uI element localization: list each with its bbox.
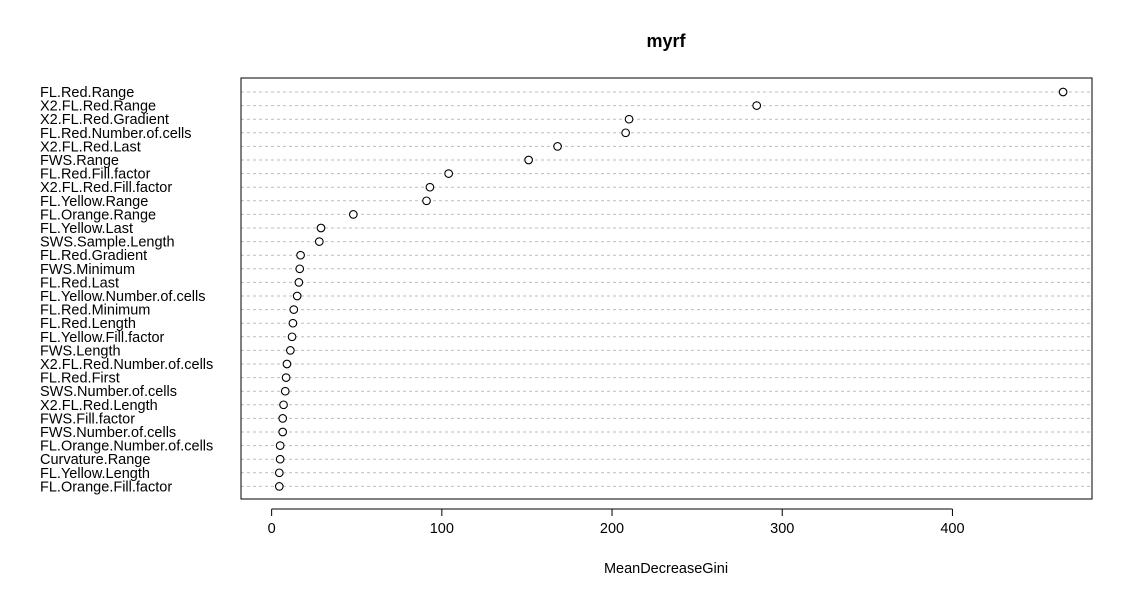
y-tick-label: Curvature.Range	[40, 452, 150, 468]
data-point	[294, 278, 304, 287]
data-point	[296, 250, 305, 260]
y-tick-label: FWS.Number.of.cells	[40, 425, 176, 441]
data-point	[278, 414, 288, 423]
x-tick-label: 0	[268, 521, 276, 537]
y-tick-label: FL.Orange.Fill.factor	[40, 479, 172, 495]
y-tick-label: FL.Orange.Number.of.cells	[40, 439, 213, 455]
y-tick-label: FWS.Fill.factor	[40, 411, 135, 427]
y-tick-label: X2.FL.Red.Number.of.cells	[40, 357, 213, 373]
x-tick-label: 100	[430, 521, 454, 537]
y-tick-label: FWS.Minimum	[40, 262, 135, 278]
guide-lines	[241, 91, 1092, 487]
y-tick-label: X2.FL.Red.Last	[40, 139, 141, 155]
y-tick-label: FL.Red.First	[40, 371, 120, 387]
data-point	[280, 386, 290, 396]
y-tick-label: X2.FL.Red.Fill.factor	[40, 180, 172, 196]
data-point	[292, 291, 302, 301]
y-tick-label: FL.Red.Last	[40, 275, 119, 291]
data-point	[289, 305, 299, 314]
data-point	[275, 441, 285, 450]
data-point	[425, 182, 435, 192]
x-axis-label: MeanDecreaseGini	[604, 561, 728, 577]
data-point	[553, 142, 562, 151]
y-tick-label: FL.Yellow.Number.of.cells	[40, 289, 206, 305]
y-tick-label: FL.Yellow.Range	[40, 194, 148, 210]
y-tick-label: FL.Yellow.Length	[40, 466, 150, 482]
data-point	[274, 482, 284, 491]
x-axis: 0 100 200 300 400	[268, 508, 965, 537]
chart-title: myrf	[646, 31, 686, 51]
y-tick-label: SWS.Number.of.cells	[40, 384, 177, 400]
data-point	[288, 318, 298, 328]
y-tick-label: FL.Red.Gradient	[40, 248, 147, 264]
y-axis-labels: FL.Red.RangeX2.FL.Red.RangeX2.FL.Red.Gra…	[40, 85, 213, 495]
plot-frame	[240, 77, 1093, 500]
data-point	[752, 101, 762, 110]
y-tick-label: FL.Red.Length	[40, 316, 136, 332]
x-tick-label: 200	[600, 521, 624, 537]
data-point	[286, 346, 295, 355]
y-tick-label: SWS.Sample.Length	[40, 235, 175, 251]
data-point	[316, 223, 326, 233]
y-tick-label: FL.Red.Range	[40, 85, 134, 101]
y-tick-label: FL.Yellow.Last	[40, 221, 133, 237]
y-tick-label: FWS.Length	[40, 343, 121, 359]
data-point	[444, 169, 453, 178]
data-point	[621, 128, 631, 138]
data-point	[274, 468, 284, 478]
x-tick-label: 400	[940, 521, 964, 537]
data-point	[1058, 87, 1068, 97]
y-tick-label: FL.Orange.Range	[40, 207, 156, 223]
y-tick-label: X2.FL.Red.Length	[40, 398, 158, 414]
y-tick-label: FL.Red.Minimum	[40, 303, 150, 319]
data-point	[295, 264, 305, 274]
data-point	[524, 155, 533, 165]
y-tick-label: FWS.Range	[40, 153, 119, 169]
data-point	[279, 400, 288, 410]
data-point	[278, 427, 288, 437]
data-point	[287, 332, 297, 342]
y-tick-label: X2.FL.Red.Range	[40, 99, 156, 115]
y-tick-label: FL.Yellow.Fill.factor	[40, 330, 165, 346]
y-tick-label: X2.FL.Red.Gradient	[40, 112, 169, 128]
data-point	[275, 454, 285, 464]
data-point	[282, 359, 292, 369]
data-point	[422, 196, 431, 206]
data-points	[274, 87, 1068, 491]
data-point	[281, 373, 291, 382]
y-tick-label: FL.Red.Number.of.cells	[40, 126, 192, 142]
y-tick-label: FL.Red.Fill.factor	[40, 167, 151, 183]
x-tick-label: 300	[770, 521, 794, 537]
data-point	[314, 237, 324, 246]
data-point	[348, 210, 358, 219]
data-point	[624, 114, 634, 124]
